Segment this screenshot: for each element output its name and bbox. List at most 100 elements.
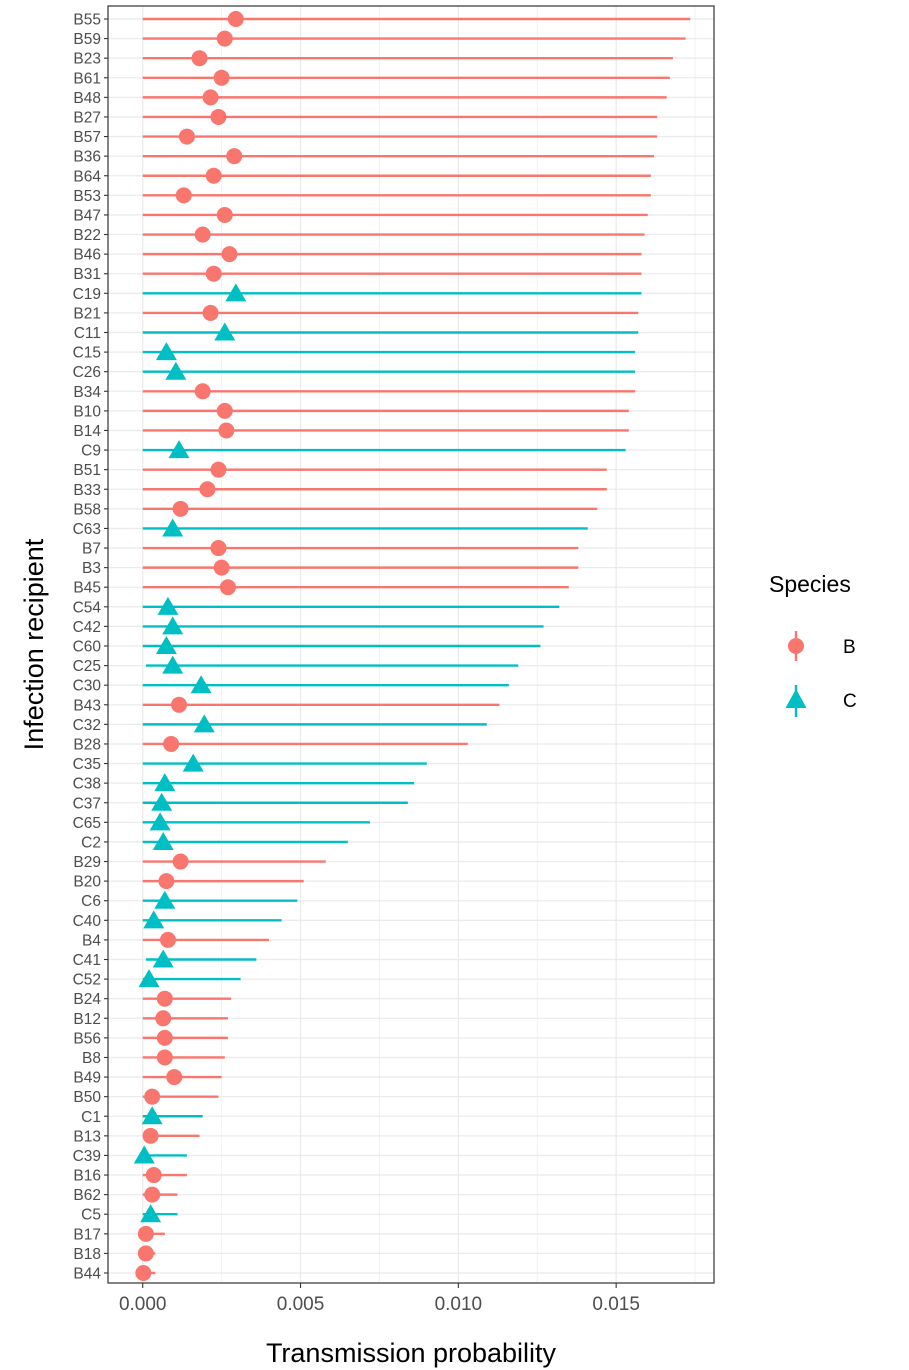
legend-label-b: B	[843, 637, 856, 658]
point-b49	[166, 1069, 183, 1086]
y-axis-title: Infection recipient	[19, 538, 49, 750]
point-b51	[210, 461, 227, 478]
y-tick-label-c5: C5	[81, 1207, 101, 1224]
y-tick-label-b55: B55	[73, 12, 101, 29]
point-c6	[154, 890, 176, 909]
legend-key-b-point	[788, 638, 804, 654]
y-tick-label-c52: C52	[73, 972, 101, 989]
y-tick-label-b33: B33	[73, 482, 101, 499]
y-tick-label-c6: C6	[81, 893, 101, 910]
point-b12	[155, 1010, 172, 1027]
y-tick-label-b47: B47	[73, 207, 101, 224]
point-c26	[165, 361, 187, 380]
y-tick-label-b18: B18	[73, 1246, 101, 1263]
point-c65	[149, 812, 171, 831]
legend-title: Species	[769, 571, 851, 597]
point-c32	[193, 714, 215, 733]
point-b53	[175, 187, 192, 204]
y-tick-label-b12: B12	[73, 1011, 101, 1028]
point-c38	[154, 773, 176, 792]
point-b28	[163, 735, 180, 752]
point-b58	[172, 500, 189, 517]
point-c54	[157, 596, 179, 615]
y-tick-label-b20: B20	[73, 874, 101, 891]
point-b59	[216, 30, 233, 47]
point-b14	[218, 422, 235, 439]
point-c37	[151, 792, 173, 811]
point-b50	[144, 1088, 161, 1105]
x-tick-label: 0.015	[592, 1294, 640, 1315]
point-c15	[155, 342, 177, 361]
x-tick-label: 0.010	[435, 1294, 483, 1315]
point-c9	[168, 440, 190, 459]
y-tick-label-b22: B22	[73, 227, 101, 244]
y-tick-label-c63: C63	[73, 521, 101, 538]
y-tick-label-b24: B24	[73, 991, 101, 1008]
y-tick-label-b36: B36	[73, 149, 101, 166]
point-b33	[199, 481, 216, 498]
point-b7	[210, 540, 227, 557]
y-tick-label-b62: B62	[73, 1187, 101, 1204]
point-b45	[219, 579, 236, 596]
y-tick-label-b46: B46	[73, 247, 101, 264]
point-c25	[162, 655, 184, 674]
y-tick-label-b50: B50	[73, 1089, 101, 1106]
point-b34	[194, 383, 211, 400]
point-b61	[213, 69, 230, 86]
point-b55	[227, 11, 244, 27]
panel-background	[108, 6, 714, 1283]
point-c30	[190, 675, 212, 694]
y-tick-label-b56: B56	[73, 1030, 101, 1047]
y-tick-label-c54: C54	[73, 599, 102, 616]
point-c5	[140, 1204, 162, 1223]
y-tick-label-c41: C41	[73, 952, 101, 969]
y-tick-label-c11: C11	[74, 325, 101, 342]
point-b20	[158, 873, 175, 890]
point-c52	[138, 969, 160, 988]
legend-key-c-point	[785, 689, 807, 708]
y-tick-label-b49: B49	[73, 1070, 101, 1087]
x-axis-title: Transmission probability	[266, 1338, 557, 1368]
y-tick-label-c1: C1	[81, 1109, 101, 1126]
y-tick-label-b44: B44	[73, 1266, 101, 1283]
y-tick-label-c9: C9	[81, 443, 101, 460]
point-b46	[221, 246, 238, 263]
point-c1	[141, 1106, 163, 1125]
point-b29	[172, 853, 189, 870]
y-tick-label-c15: C15	[73, 345, 101, 362]
y-tick-label-b48: B48	[73, 90, 101, 107]
point-c60	[155, 636, 177, 654]
point-estimates	[133, 11, 247, 1281]
y-tick-label-c25: C25	[73, 658, 101, 675]
point-b24	[156, 990, 173, 1007]
y-tick-label-b10: B10	[73, 403, 101, 420]
y-tick-label-b61: B61	[73, 70, 101, 87]
y-tick-label-c32: C32	[73, 717, 101, 734]
y-tick-label-c35: C35	[73, 756, 101, 773]
point-c63	[162, 518, 184, 537]
y-tick-label-c26: C26	[73, 364, 101, 381]
point-b13	[142, 1127, 159, 1144]
point-b8	[156, 1049, 173, 1066]
point-b43	[171, 696, 188, 713]
y-tick-label-b8: B8	[82, 1050, 101, 1067]
point-c2	[152, 831, 174, 850]
point-c41	[152, 949, 174, 968]
y-tick-label-c19: C19	[73, 286, 101, 303]
y-tick-label-b21: B21	[73, 305, 101, 322]
y-tick-label-b57: B57	[73, 129, 101, 146]
y-tick-label-b29: B29	[73, 854, 101, 871]
legend-key-c	[785, 685, 807, 717]
y-tick-label-b13: B13	[73, 1128, 101, 1145]
y-tick-label-c42: C42	[73, 619, 101, 636]
legend-key-b	[788, 631, 804, 661]
legend-label-c: C	[843, 691, 857, 712]
y-tick-label-b17: B17	[73, 1226, 101, 1243]
point-c40	[143, 910, 165, 929]
point-b31	[205, 265, 222, 282]
point-b4	[159, 931, 176, 948]
y-tick-label-b64: B64	[73, 168, 101, 185]
point-b22	[194, 226, 211, 243]
y-tick-label-c65: C65	[73, 815, 101, 832]
